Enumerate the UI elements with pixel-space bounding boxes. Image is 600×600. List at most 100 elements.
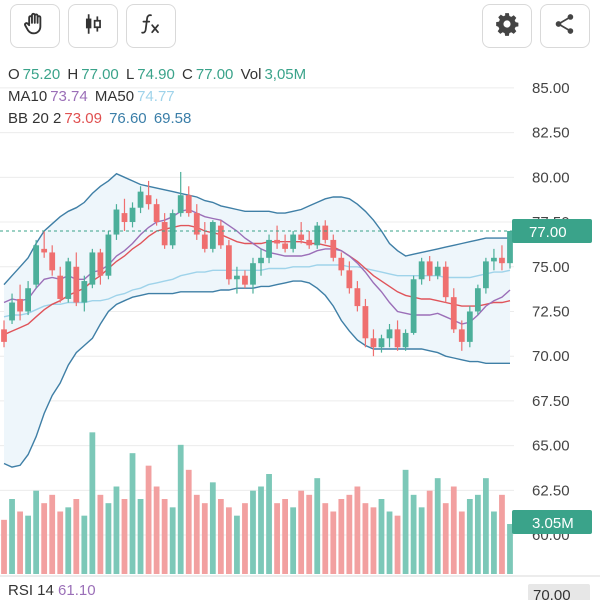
volume-bar: [306, 494, 313, 574]
candle-body: [185, 195, 192, 214]
chart-canvas[interactable]: 85.0082.5080.0077.5075.0072.5070.0067.50…: [0, 58, 600, 600]
volume-bar: [410, 494, 417, 574]
candle-body: [266, 239, 272, 258]
bollinger-mid-line: [3, 224, 511, 336]
volume-bar: [201, 503, 208, 574]
volume-bar: [234, 515, 240, 574]
volume-bar: [499, 494, 505, 574]
volume-bar: [322, 503, 329, 574]
volume-bar: [442, 503, 449, 574]
volume-bar: [161, 499, 168, 574]
candle-body: [97, 252, 104, 276]
candle-body: [290, 234, 297, 249]
rsi-axis-badge: [528, 584, 590, 600]
candle-body: [25, 288, 32, 312]
candle-body: [17, 298, 23, 312]
candle-body: [426, 261, 433, 276]
close-value: 77.00: [195, 66, 234, 83]
candle-body: [258, 257, 264, 264]
candle-body: [242, 275, 248, 285]
candle-body: [507, 230, 513, 264]
candle-body: [145, 195, 152, 205]
candle-body: [33, 245, 40, 285]
y-axis-tick-label: 75.00: [532, 259, 570, 276]
volume-bar: [370, 507, 377, 574]
candle-body: [234, 275, 240, 280]
candle-body: [209, 222, 216, 249]
volume-bar: [466, 499, 473, 574]
volume-bar: [274, 503, 280, 574]
candle-body: [129, 207, 136, 223]
candle-body: [57, 275, 64, 299]
volume-bar: [354, 486, 361, 574]
volume-bar: [81, 515, 88, 574]
volume-bar: [258, 486, 264, 574]
volume-bar: [507, 524, 513, 574]
candle-body: [434, 266, 441, 276]
candle-body: [338, 257, 345, 271]
bollinger-upper-line: [3, 172, 510, 286]
volume-bar: [1, 519, 7, 574]
volume-bar: [346, 494, 353, 574]
candle-body: [378, 338, 385, 348]
volume-bar: [185, 469, 192, 574]
volume-badge: [512, 510, 592, 534]
toolbar: [0, 0, 600, 58]
settings-button[interactable]: [482, 4, 532, 48]
candle-body: [394, 329, 401, 348]
ma50-line: [3, 264, 511, 318]
candle-body: [9, 302, 15, 321]
volume-bar: [434, 478, 441, 574]
rsi-axis-label: 70.00: [533, 587, 571, 600]
volume-label: Vol: [240, 66, 262, 83]
volume-bar: [378, 499, 385, 574]
y-axis-tick-label: 80.00: [532, 169, 570, 186]
candle-body: [491, 257, 497, 262]
volume-bar: [113, 486, 120, 574]
y-axis-tick-label: 72.50: [532, 303, 570, 320]
volume-bar: [426, 490, 433, 574]
volume-bar: [33, 490, 40, 574]
candle-body: [458, 329, 465, 342]
share-button[interactable]: [540, 4, 590, 48]
open-value: 75.20: [22, 66, 61, 83]
candle-body: [330, 239, 337, 258]
candle-body: [410, 279, 417, 333]
volume-bar: [41, 503, 48, 574]
volume-value: 3,05M: [264, 66, 307, 83]
volume-bar: [217, 499, 224, 574]
volume-bar: [49, 494, 56, 574]
price-chart[interactable]: 85.0082.5080.0077.5075.0072.5070.0067.50…: [0, 58, 600, 600]
ma50-value: 74.77: [137, 88, 175, 105]
rsi-legend: RSI 14 61.10: [8, 582, 96, 599]
bollinger-lower-line: [3, 280, 510, 468]
function-icon: [137, 10, 165, 43]
volume-bar: [266, 474, 272, 574]
volume-bar: [362, 503, 369, 574]
candle-body: [65, 261, 72, 299]
volume-bar: [491, 511, 497, 574]
volume-bar: [450, 486, 457, 574]
candle-body: [113, 209, 120, 235]
volume-bar: [9, 499, 15, 574]
hand-icon: [21, 10, 49, 43]
candle-body: [402, 332, 409, 348]
bb-label: BB 20 2: [8, 110, 62, 127]
volume-badge-text: 3.05M: [532, 515, 574, 532]
drawing-tool-button[interactable]: [10, 4, 60, 48]
bollinger-fill: [4, 173, 510, 468]
volume-bar: [177, 444, 184, 574]
volume-bar: [65, 507, 72, 574]
candle-body: [1, 329, 7, 342]
close-label: C: [182, 66, 193, 83]
open-label: O: [8, 66, 20, 83]
ma-legend: MA10 73.74 MA50 74.77: [8, 86, 178, 108]
candle-body: [41, 248, 48, 253]
gear-icon: [494, 11, 520, 42]
chart-type-button[interactable]: [68, 4, 118, 48]
ma50-label: MA50: [94, 88, 135, 105]
candle-body: [499, 257, 505, 264]
high-value: 77.00: [81, 66, 119, 83]
candle-body: [201, 234, 208, 249]
indicators-button[interactable]: [126, 4, 176, 48]
